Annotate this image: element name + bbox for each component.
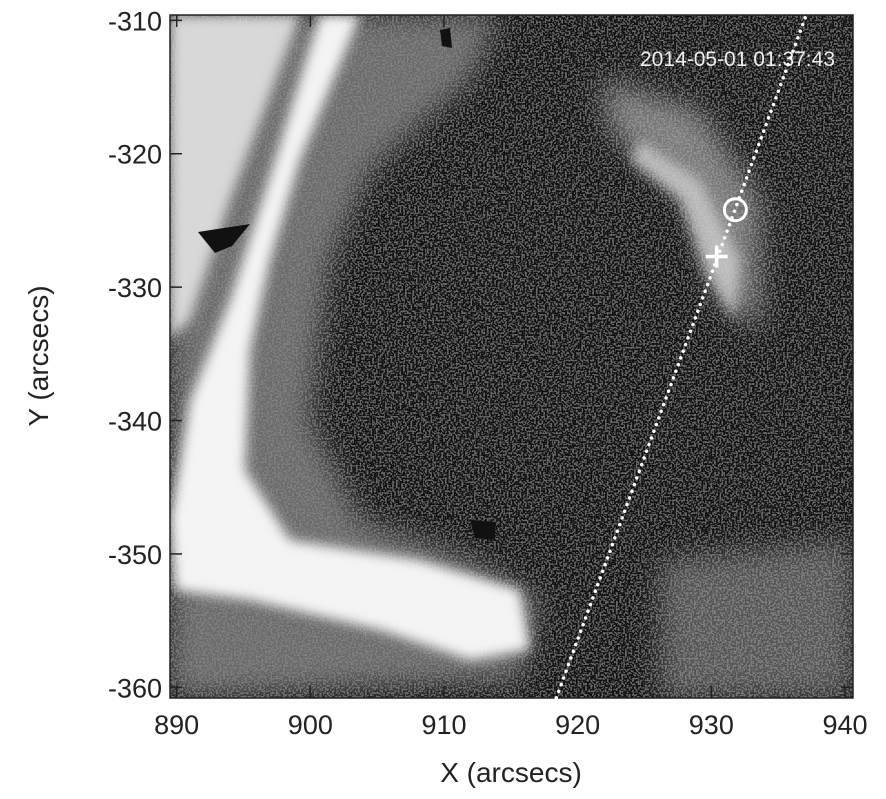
x-tick-label: 900 (288, 710, 333, 740)
y-tick-label: -330 (108, 273, 162, 303)
slit (554, 13, 808, 700)
circle-marker (722, 197, 748, 223)
plot-frame (169, 14, 854, 699)
x-tick-label: 940 (822, 710, 867, 740)
y-tick-label: -360 (108, 673, 162, 703)
y-axis-label: Y (arcsecs) (23, 285, 54, 426)
x-tick-label: 890 (154, 710, 199, 740)
y-tick-label: -350 (108, 540, 162, 570)
y-tick-label: -320 (108, 140, 162, 170)
plus-marker (705, 245, 728, 268)
x-tick-label: 910 (421, 710, 466, 740)
x-tick-label: 930 (689, 710, 734, 740)
y-tick-label: -340 (108, 407, 162, 437)
x-axis-label: X (arcsecs) (440, 757, 582, 788)
y-tick-label: -310 (108, 6, 162, 36)
x-tick-label: 920 (555, 710, 600, 740)
solar-image (170, 15, 853, 698)
timestamp: 2014-05-01 01:37:43 (640, 48, 835, 71)
